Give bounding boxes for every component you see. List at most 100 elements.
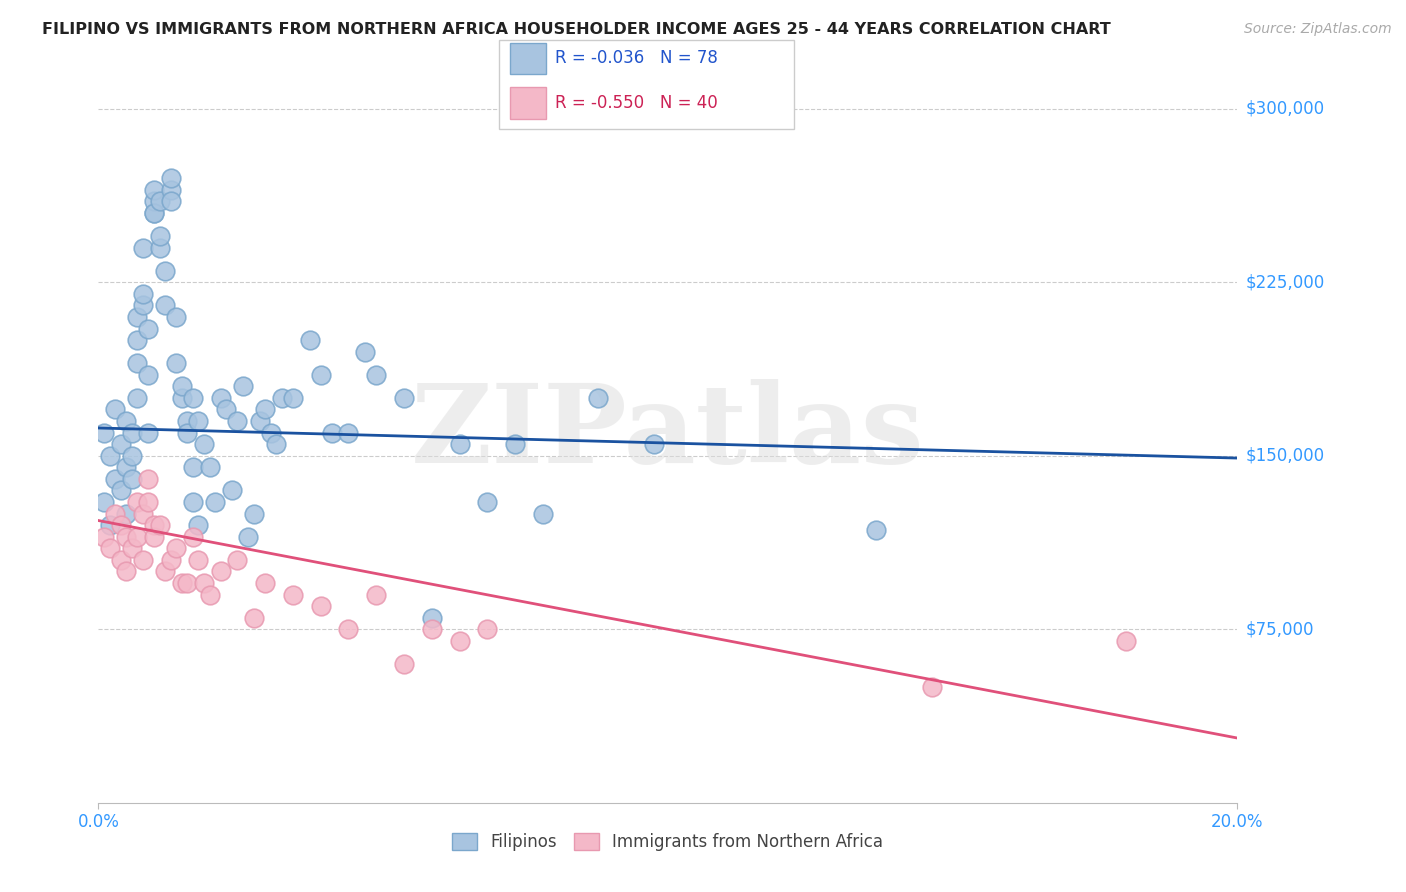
Point [132,298,155,312]
Point [127,333,149,347]
Point [115,565,138,579]
Point [337,622,360,636]
Point [165,541,187,556]
Point [243,507,266,521]
Point [588,391,610,405]
Point [254,576,277,591]
Point [176,425,198,440]
Point [170,379,193,393]
Point [143,530,166,544]
Point [93,530,115,544]
Point [127,391,149,405]
Text: $225,000: $225,000 [1246,273,1324,291]
Point [298,333,321,347]
Point [170,391,193,405]
Point [127,495,149,509]
Point [93,425,115,440]
Point [121,541,143,556]
Text: R = -0.550   N = 40: R = -0.550 N = 40 [555,94,718,112]
Point [143,206,166,220]
Point [259,425,281,440]
Point [115,530,138,544]
Point [127,310,149,324]
Point [226,553,249,567]
Point [209,391,232,405]
Point [132,240,155,255]
Point [132,286,155,301]
Text: R = -0.036   N = 78: R = -0.036 N = 78 [555,49,718,68]
Point [93,495,115,509]
Point [148,518,170,533]
Text: $75,000: $75,000 [1246,620,1315,639]
Point [110,518,132,533]
Point [98,518,121,533]
Point [337,425,360,440]
Point [159,553,181,567]
Point [503,437,526,451]
Point [110,553,132,567]
Point [238,530,260,544]
Point [309,368,332,382]
Point [243,610,266,624]
Point [98,541,121,556]
Point [115,460,138,475]
Point [110,437,132,451]
Point [132,507,155,521]
Point [209,565,232,579]
Point [204,495,226,509]
Point [392,391,415,405]
Point [132,553,155,567]
Text: Source: ZipAtlas.com: Source: ZipAtlas.com [1244,22,1392,37]
Point [143,194,166,209]
Legend: Filipinos, Immigrants from Northern Africa: Filipinos, Immigrants from Northern Afri… [446,826,890,857]
Point [165,310,187,324]
Point [254,402,277,417]
Point [193,437,215,451]
Point [104,507,127,521]
Point [477,622,499,636]
Point [176,414,198,428]
Point [159,194,181,209]
Point [392,657,415,671]
Point [165,356,187,370]
Point [138,495,160,509]
Text: ZIPatlas: ZIPatlas [411,379,925,486]
Point [170,576,193,591]
Point [153,565,176,579]
Point [187,553,209,567]
Point [198,460,221,475]
Point [281,391,304,405]
Point [115,507,138,521]
Point [176,576,198,591]
Point [270,391,292,405]
Text: $300,000: $300,000 [1246,100,1324,118]
Point [215,402,238,417]
Point [187,414,209,428]
Point [98,449,121,463]
Point [138,472,160,486]
Point [366,368,388,382]
Point [198,588,221,602]
Point [110,483,132,498]
Point [187,518,209,533]
Point [104,472,127,486]
Point [143,518,166,533]
Point [115,414,138,428]
Point [148,194,170,209]
Point [643,437,665,451]
Point [121,472,143,486]
Point [153,263,176,277]
Point [321,425,343,440]
Point [104,402,127,417]
Point [354,344,377,359]
Point [221,483,243,498]
Point [449,437,471,451]
Point [143,206,166,220]
Point [366,588,388,602]
Text: FILIPINO VS IMMIGRANTS FROM NORTHERN AFRICA HOUSEHOLDER INCOME AGES 25 - 44 YEAR: FILIPINO VS IMMIGRANTS FROM NORTHERN AFR… [42,22,1111,37]
Point [420,610,443,624]
Point [264,437,287,451]
Point [226,414,249,428]
Point [153,298,176,312]
Point [148,240,170,255]
